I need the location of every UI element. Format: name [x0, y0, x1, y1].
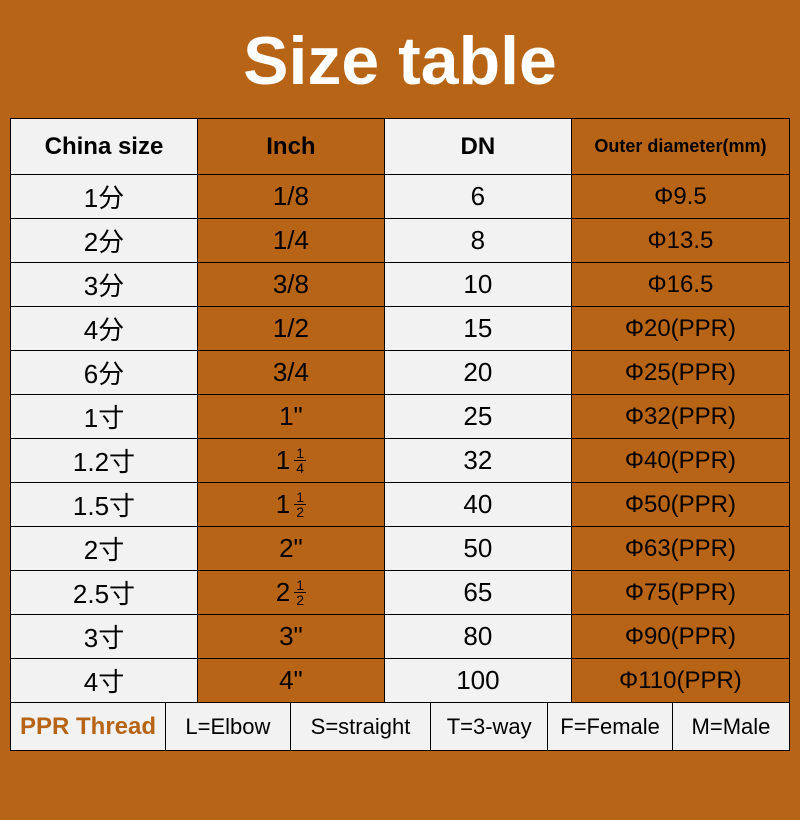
cell-china: 3分	[11, 263, 198, 307]
cell-china: 1寸	[11, 395, 198, 439]
cell-inch: 4"	[197, 659, 384, 703]
cell-inch: 1/8	[197, 175, 384, 219]
cell-dn: 50	[384, 527, 571, 571]
table-row: 1.2寸11432Φ40(PPR)	[11, 439, 790, 483]
cell-inch: 112	[197, 483, 384, 527]
table-row: 4寸4"100Φ110(PPR)	[11, 659, 790, 703]
size-table-wrap: China size Inch DN Outer diameter(mm) 1分…	[10, 118, 790, 703]
cell-china: 1.5寸	[11, 483, 198, 527]
table-row: 1寸1"25Φ32(PPR)	[11, 395, 790, 439]
cell-outer: Φ50(PPR)	[571, 483, 789, 527]
table-row: 3分3/810Φ16.5	[11, 263, 790, 307]
table-row: 2寸2"50Φ63(PPR)	[11, 527, 790, 571]
cell-china: 2.5寸	[11, 571, 198, 615]
table-header-row: China size Inch DN Outer diameter(mm)	[11, 119, 790, 175]
cell-inch: 1/4	[197, 219, 384, 263]
legend-item: L=Elbow	[166, 703, 291, 751]
cell-outer: Φ32(PPR)	[571, 395, 789, 439]
cell-dn: 32	[384, 439, 571, 483]
table-row: 6分3/420Φ25(PPR)	[11, 351, 790, 395]
cell-dn: 100	[384, 659, 571, 703]
table-row: 2.5寸21265Φ75(PPR)	[11, 571, 790, 615]
cell-dn: 8	[384, 219, 571, 263]
cell-dn: 40	[384, 483, 571, 527]
legend-label: PPR Thread	[10, 703, 166, 751]
cell-outer: Φ13.5	[571, 219, 789, 263]
table-row: 1.5寸11240Φ50(PPR)	[11, 483, 790, 527]
legend-item: S=straight	[291, 703, 431, 751]
cell-inch: 3/8	[197, 263, 384, 307]
cell-inch: 2"	[197, 527, 384, 571]
cell-dn: 10	[384, 263, 571, 307]
cell-china: 1分	[11, 175, 198, 219]
col-header-china: China size	[11, 119, 198, 175]
cell-outer: Φ75(PPR)	[571, 571, 789, 615]
cell-inch: 212	[197, 571, 384, 615]
cell-outer: Φ63(PPR)	[571, 527, 789, 571]
cell-china: 3寸	[11, 615, 198, 659]
cell-outer: Φ9.5	[571, 175, 789, 219]
col-header-inch: Inch	[197, 119, 384, 175]
cell-inch: 1"	[197, 395, 384, 439]
table-row: 1分1/86Φ9.5	[11, 175, 790, 219]
legend-item: T=3-way	[431, 703, 548, 751]
table-row: 3寸3"80Φ90(PPR)	[11, 615, 790, 659]
legend-row: PPR Thread L=Elbow S=straight T=3-way F=…	[10, 703, 790, 751]
legend-item: M=Male	[673, 703, 790, 751]
table-row: 4分1/215Φ20(PPR)	[11, 307, 790, 351]
cell-china: 1.2寸	[11, 439, 198, 483]
cell-china: 4分	[11, 307, 198, 351]
cell-china: 6分	[11, 351, 198, 395]
table-row: 2分1/48Φ13.5	[11, 219, 790, 263]
cell-dn: 20	[384, 351, 571, 395]
cell-dn: 6	[384, 175, 571, 219]
cell-outer: Φ110(PPR)	[571, 659, 789, 703]
cell-dn: 15	[384, 307, 571, 351]
cell-inch: 3/4	[197, 351, 384, 395]
cell-dn: 65	[384, 571, 571, 615]
size-table: China size Inch DN Outer diameter(mm) 1分…	[10, 118, 790, 703]
cell-inch: 1/2	[197, 307, 384, 351]
cell-outer: Φ20(PPR)	[571, 307, 789, 351]
cell-outer: Φ90(PPR)	[571, 615, 789, 659]
cell-outer: Φ16.5	[571, 263, 789, 307]
cell-china: 2寸	[11, 527, 198, 571]
cell-outer: Φ40(PPR)	[571, 439, 789, 483]
col-header-dn: DN	[384, 119, 571, 175]
cell-inch: 114	[197, 439, 384, 483]
cell-china: 2分	[11, 219, 198, 263]
cell-outer: Φ25(PPR)	[571, 351, 789, 395]
cell-dn: 80	[384, 615, 571, 659]
table-body: 1分1/86Φ9.52分1/48Φ13.53分3/810Φ16.54分1/215…	[11, 175, 790, 703]
legend-item: F=Female	[548, 703, 673, 751]
page-title: Size table	[0, 0, 800, 118]
cell-dn: 25	[384, 395, 571, 439]
col-header-outer: Outer diameter(mm)	[571, 119, 789, 175]
cell-china: 4寸	[11, 659, 198, 703]
cell-inch: 3"	[197, 615, 384, 659]
